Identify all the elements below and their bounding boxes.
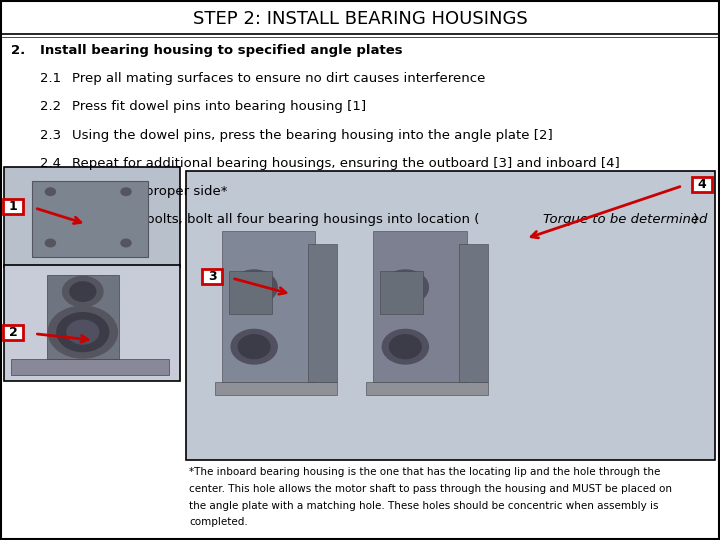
Text: 2.1: 2.1: [40, 72, 60, 85]
Bar: [373, 231, 467, 382]
Bar: [4, 265, 180, 381]
Bar: [229, 271, 272, 314]
Circle shape: [48, 306, 117, 358]
Text: 2.4: 2.4: [40, 157, 60, 170]
Circle shape: [45, 188, 55, 195]
Bar: [3, 325, 23, 340]
Circle shape: [382, 329, 428, 364]
Text: Repeat for additional bearing housings, ensuring the outboard [3] and inboard [4: Repeat for additional bearing housings, …: [72, 157, 620, 170]
Polygon shape: [459, 244, 488, 382]
Bar: [3, 199, 23, 214]
Circle shape: [67, 320, 99, 344]
Text: 4: 4: [698, 178, 706, 191]
Text: are on the proper side*: are on the proper side*: [72, 185, 228, 198]
Text: 3: 3: [208, 270, 217, 283]
Bar: [186, 461, 715, 537]
Text: Prep all mating surfaces to ensure no dirt causes interference: Prep all mating surfaces to ensure no di…: [72, 72, 485, 85]
Text: STEP 2: INSTALL BEARING HOUSINGS: STEP 2: INSTALL BEARING HOUSINGS: [193, 10, 527, 28]
Text: 2.5: 2.5: [40, 213, 60, 226]
Text: 2.: 2.: [11, 44, 25, 57]
Circle shape: [238, 275, 270, 299]
Bar: [4, 167, 180, 267]
Text: Using M12 bolts, bolt all four bearing housings into location (: Using M12 bolts, bolt all four bearing h…: [72, 213, 480, 226]
Circle shape: [231, 270, 277, 305]
Circle shape: [121, 188, 131, 195]
Text: 1: 1: [9, 200, 17, 213]
Bar: [47, 275, 119, 359]
Circle shape: [382, 270, 428, 305]
Circle shape: [70, 282, 96, 301]
Circle shape: [231, 329, 277, 364]
Circle shape: [238, 335, 270, 359]
Text: Using the dowel pins, press the bearing housing into the angle plate [2]: Using the dowel pins, press the bearing …: [72, 129, 553, 141]
Circle shape: [45, 239, 55, 247]
Text: 2.2: 2.2: [40, 100, 60, 113]
Text: 2.3: 2.3: [40, 129, 60, 141]
Circle shape: [390, 275, 421, 299]
Text: Install bearing housing to specified angle plates: Install bearing housing to specified ang…: [40, 44, 402, 57]
Text: completed.: completed.: [189, 517, 248, 528]
Text: 2: 2: [9, 326, 17, 339]
Bar: [32, 181, 148, 256]
Text: ): ): [693, 213, 698, 226]
Circle shape: [121, 239, 131, 247]
Polygon shape: [308, 244, 337, 382]
Bar: [222, 231, 315, 382]
Bar: [366, 382, 488, 395]
Text: Torque to be determined: Torque to be determined: [543, 213, 707, 226]
Text: center. This hole allows the motor shaft to pass through the housing and MUST be: center. This hole allows the motor shaft…: [189, 484, 672, 494]
Bar: [380, 271, 423, 314]
Text: the angle plate with a matching hole. These holes should be concentric when asse: the angle plate with a matching hole. Th…: [189, 501, 659, 511]
Bar: [215, 382, 337, 395]
Bar: [11, 359, 169, 375]
Bar: [202, 269, 222, 284]
Circle shape: [390, 335, 421, 359]
Bar: [692, 177, 712, 192]
Circle shape: [63, 276, 103, 307]
Bar: [186, 171, 715, 460]
Circle shape: [57, 313, 109, 352]
Text: Press fit dowel pins into bearing housing [1]: Press fit dowel pins into bearing housin…: [72, 100, 366, 113]
Text: *The inboard bearing housing is the one that has the locating lip and the hole t: *The inboard bearing housing is the one …: [189, 467, 661, 477]
